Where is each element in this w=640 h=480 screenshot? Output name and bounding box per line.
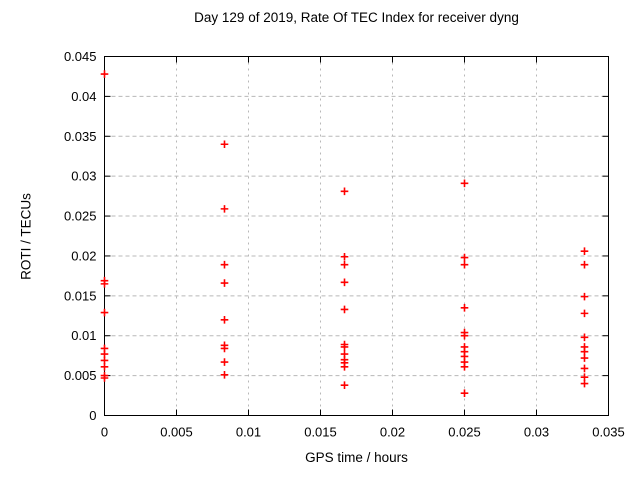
data-point-marker: [460, 389, 469, 397]
y-tick-label: 0.025: [64, 209, 97, 224]
data-point-marker: [580, 373, 589, 382]
x-tick-label: 0.025: [448, 425, 481, 440]
data-point-marker: [220, 260, 229, 269]
plot-border: [104, 56, 609, 416]
data-point-marker: [460, 363, 469, 371]
x-tick-label: 0.035: [592, 425, 625, 440]
data-point-marker: [100, 70, 109, 78]
data-point-marker: [100, 350, 109, 358]
x-tick-label: 0.015: [304, 425, 337, 440]
data-point-marker: [580, 364, 589, 373]
data-point-marker: [100, 356, 109, 365]
data-point-marker: [580, 379, 589, 388]
data-point-marker: [460, 260, 469, 269]
data-point-marker: [220, 279, 229, 287]
data-point-marker: [580, 347, 589, 356]
y-tick-label: 0.03: [71, 169, 96, 184]
data-point-marker: [340, 252, 349, 261]
data-point-marker: [580, 292, 589, 301]
data-point-marker: [460, 253, 469, 262]
data-point-marker: [460, 179, 469, 188]
data-point-marker: [460, 331, 469, 340]
data-point-marker: [340, 305, 349, 314]
data-point-marker: [220, 315, 229, 324]
y-tick-label: 0.045: [64, 49, 97, 64]
data-point-marker: [580, 247, 589, 255]
x-tick-label: 0.01: [236, 425, 261, 440]
y-axis-label: ROTI / TECUs: [18, 193, 34, 280]
x-tick-label: 0: [101, 425, 108, 440]
data-point-marker: [100, 280, 109, 288]
data-point-marker: [340, 278, 349, 287]
x-tick-label: 0.005: [160, 425, 193, 440]
data-point-marker: [220, 344, 229, 353]
data-point-marker: [580, 354, 589, 362]
data-point-marker: [100, 308, 109, 317]
data-point-marker: [220, 140, 229, 149]
y-tick-label: 0.015: [64, 288, 97, 303]
chart-title: Day 129 of 2019, Rate Of TEC Index for r…: [194, 10, 519, 25]
x-tick-label: 0.02: [380, 425, 405, 440]
data-point-marker: [100, 374, 109, 382]
data-point-marker: [340, 381, 349, 389]
data-point-marker: [100, 363, 109, 371]
y-tick-label: 0: [89, 408, 96, 423]
data-point-marker: [340, 260, 349, 269]
data-point-marker: [220, 205, 229, 213]
data-point-marker: [340, 187, 349, 196]
data-point-marker: [220, 371, 229, 379]
x-axis-label: GPS time / hours: [305, 450, 408, 465]
data-point-marker: [580, 309, 589, 318]
data-point-marker: [220, 358, 229, 366]
y-tick-label: 0.02: [71, 248, 96, 263]
y-tick-label: 0.01: [71, 328, 96, 343]
data-point-marker: [580, 260, 589, 269]
x-tick-label: 0.03: [524, 425, 549, 440]
y-tick-label: 0.005: [64, 368, 97, 383]
data-point-marker: [460, 304, 469, 312]
y-tick-label: 0.035: [64, 129, 97, 144]
data-point-marker: [340, 363, 349, 371]
data-point-marker: [580, 333, 589, 342]
y-tick-label: 0.04: [71, 89, 96, 104]
data-point-marker: [340, 343, 349, 351]
